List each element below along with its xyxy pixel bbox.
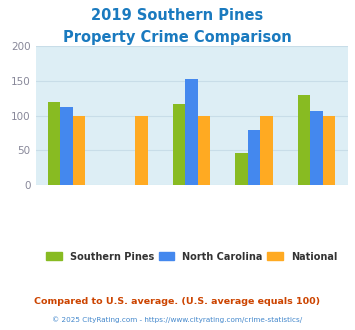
Bar [73,115,86,185]
Text: 2019 Southern Pines: 2019 Southern Pines [91,8,264,23]
Bar [185,80,198,185]
Text: Compared to U.S. average. (U.S. average equals 100): Compared to U.S. average. (U.S. average … [34,297,321,306]
Text: Property Crime Comparison: Property Crime Comparison [63,30,292,45]
Bar [323,115,335,185]
Legend: Southern Pines, North Carolina, National: Southern Pines, North Carolina, National [43,248,341,266]
Bar [235,153,248,185]
Bar [248,130,261,185]
Bar [60,107,73,185]
Bar [198,115,211,185]
Bar [310,111,323,185]
Text: © 2025 CityRating.com - https://www.cityrating.com/crime-statistics/: © 2025 CityRating.com - https://www.city… [53,317,302,323]
Bar [261,115,273,185]
Bar [136,115,148,185]
Bar [173,104,185,185]
Bar [48,102,60,185]
Bar [298,95,310,185]
